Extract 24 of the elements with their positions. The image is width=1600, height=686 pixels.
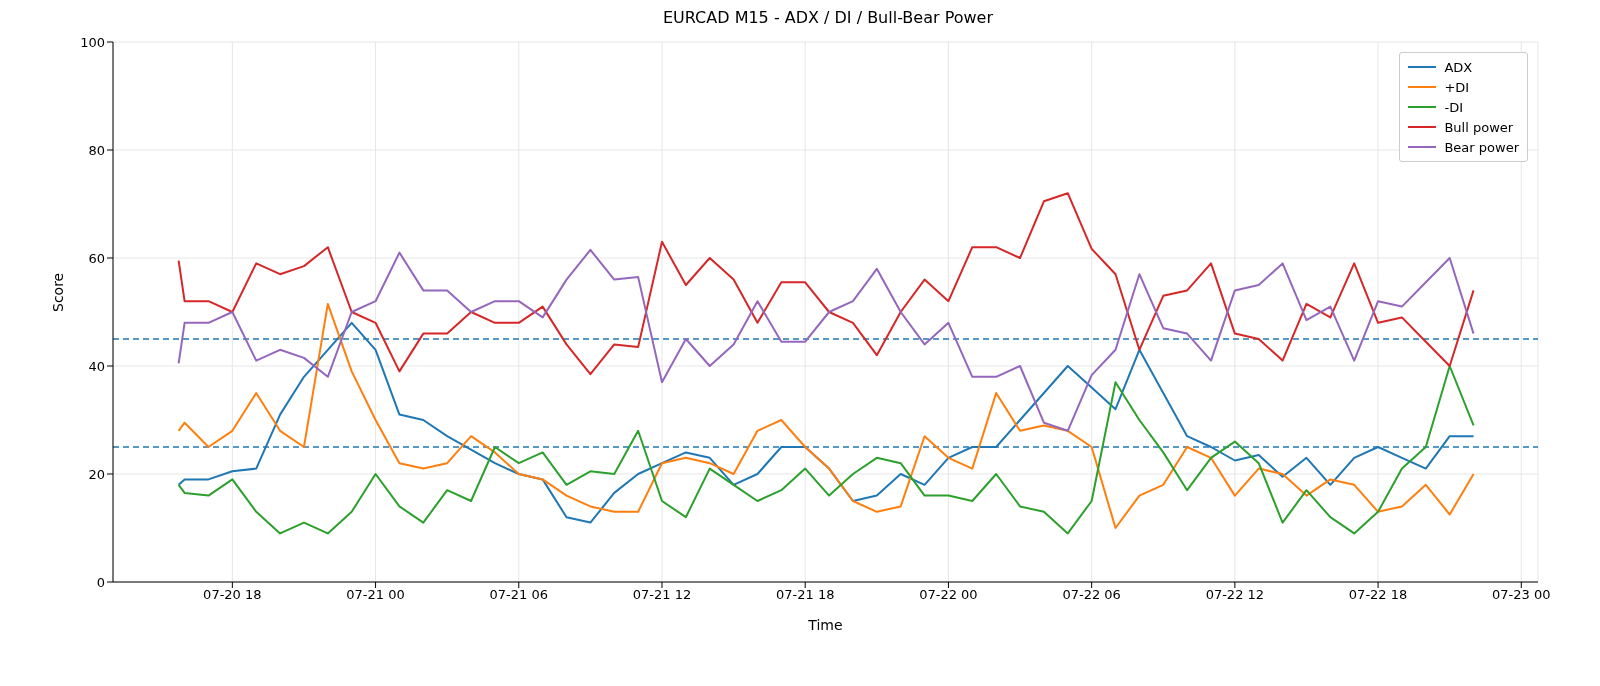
x-tick-label: 07-20 18 [203, 587, 262, 603]
x-tick-label: 07-22 12 [1205, 587, 1265, 603]
x-tick-label: 07-23 00 [1492, 587, 1551, 603]
y-tick-label: 60 [88, 250, 105, 266]
x-tick-label: 07-22 06 [1062, 587, 1121, 603]
y-tick-label: 80 [88, 142, 105, 158]
y-axis-title: Score [49, 272, 66, 312]
legend-label: Bull power [1444, 119, 1514, 135]
legend-label: +DI [1444, 79, 1470, 95]
x-tick-label: 07-22 18 [1348, 587, 1408, 603]
x-tick-label: 07-21 12 [632, 587, 692, 603]
y-tick-label: 0 [96, 574, 105, 590]
legend-label: Bear power [1444, 139, 1519, 155]
y-tick-label: 40 [88, 358, 105, 374]
legend-label: -DI [1444, 99, 1463, 115]
y-tick-label: 20 [88, 466, 105, 482]
x-tick-label: 07-21 00 [346, 587, 405, 603]
y-tick-label: 100 [80, 34, 105, 50]
x-axis-title: Time [807, 617, 843, 633]
chart-title: EURCAD M15 - ADX / DI / Bull-Bear Power [661, 8, 994, 29]
x-tick-label: 07-21 06 [489, 587, 549, 603]
x-tick-label: 07-22 00 [919, 587, 978, 603]
legend-label: ADX [1444, 59, 1473, 75]
x-tick-label: 07-21 18 [775, 587, 835, 603]
